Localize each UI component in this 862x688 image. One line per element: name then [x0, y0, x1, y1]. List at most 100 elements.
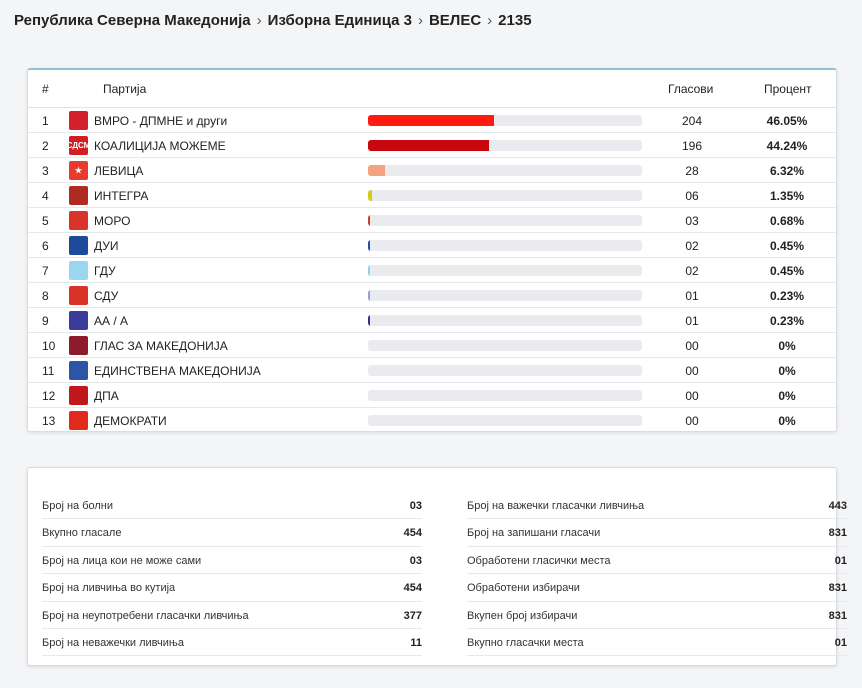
vote-share-bar — [368, 365, 642, 376]
stat-label: Број на неважечки ливчиња — [42, 636, 184, 649]
breadcrumb-municipality[interactable]: ВЕЛЕС — [428, 11, 482, 29]
stat-value: 831 — [828, 527, 847, 540]
vote-share-fill — [368, 140, 490, 151]
table-row[interactable]: 13 ДЕМОКРАТИ 00 0% — [28, 408, 836, 433]
stat-value: 11 — [410, 636, 422, 649]
breadcrumb: Република Северна Македонија › Изборна Е… — [14, 10, 532, 30]
party-name: ИНТЕГРА — [94, 189, 149, 203]
stat-label: Вкупно гласале — [42, 527, 122, 540]
vote-count: 00 — [685, 339, 699, 353]
table-row[interactable]: 5 МОРО 03 0.68% — [28, 208, 836, 233]
party-name: АА / А — [94, 314, 129, 328]
chevron-right-icon: › — [256, 11, 262, 29]
stats-column-right: Број на важечки гласачки ливчиња 443 Број … — [467, 492, 847, 657]
vmro-dpmne-logo-icon — [69, 111, 88, 130]
stat-row: Број на неупотребени гласачки ливчиња 377 — [42, 602, 422, 629]
row-number: 12 — [42, 389, 56, 403]
stat-row: Број на важечки гласачки ливчиња 443 — [467, 492, 847, 520]
header-votes: Гласови — [668, 82, 714, 96]
vote-percent: 0.23% — [769, 314, 805, 328]
row-number: 8 — [42, 289, 49, 303]
table-row[interactable]: 1 ВМРО - ДПМНЕ и други 204 46.05% — [28, 108, 836, 133]
table-row[interactable]: 12 ДПА 00 0% — [28, 383, 836, 408]
stat-row: Број на лица кои не може сами 03 — [42, 547, 422, 575]
vote-percent: 0.45% — [769, 264, 805, 278]
stat-label: Број на неупотребени гласачки ливчиња — [42, 609, 249, 622]
chevron-right-icon: › — [487, 11, 493, 29]
party-name: СДУ — [94, 289, 119, 303]
vote-percent: 44.24% — [766, 139, 808, 153]
stat-value: 454 — [403, 582, 422, 595]
vote-count: 204 — [681, 114, 703, 128]
vote-count: 06 — [685, 189, 699, 203]
table-row[interactable]: 10 ГЛАС ЗА МАКЕДОНИЈА 00 0% — [28, 333, 836, 358]
gdu-circle-icon — [69, 261, 88, 280]
dpa-eagle-icon — [69, 386, 88, 405]
party-name: ДУИ — [94, 239, 119, 253]
stat-label: Обработени гласички места — [467, 554, 611, 567]
vote-share-bar — [368, 415, 642, 426]
stat-value: 831 — [828, 582, 847, 595]
table-row[interactable]: 11 ЕДИНСТВЕНА МАКЕДОНИЈА 00 0% — [28, 358, 836, 383]
demokrati-logo-icon — [69, 411, 88, 430]
party-name: ГЛАС ЗА МАКЕДОНИЈА — [94, 339, 228, 353]
vote-percent: 0.45% — [769, 239, 805, 253]
vote-count: 03 — [685, 214, 699, 228]
breadcrumb-country[interactable]: Република Северна Македонија — [14, 11, 251, 29]
vote-share-bar — [368, 265, 642, 276]
party-name: ЕДИНСТВЕНА МАКЕДОНИЈА — [94, 364, 261, 378]
stat-label: Број на важечки гласачки ливчиња — [467, 500, 645, 512]
vote-share-fill — [368, 115, 495, 126]
sdu-logo-icon — [69, 286, 88, 305]
breadcrumb-station: 2135 — [498, 11, 532, 29]
vote-share-bar — [368, 190, 642, 201]
vote-share-bar — [368, 390, 642, 401]
vote-count: 02 — [685, 264, 699, 278]
row-number: 6 — [42, 239, 49, 253]
stat-row: Број на ливчиња во кутија 454 — [42, 574, 422, 602]
party-name: ДЕМОКРАТИ — [94, 414, 167, 428]
party-name: КОАЛИЦИЈА МОЖЕМЕ — [94, 139, 226, 153]
vote-share-fill — [368, 165, 386, 176]
stat-row: Број на болни 03 — [42, 492, 422, 520]
stats-panel: Број на болни 03 Вкупно гласале 454 Број на … — [27, 467, 847, 666]
stat-value: 01 — [834, 554, 847, 567]
table-row[interactable]: 9 АА / А 01 0.23% — [28, 308, 836, 333]
vote-percent: 1.35% — [769, 189, 805, 203]
vote-count: 01 — [685, 289, 699, 303]
stat-value: 443 — [828, 500, 847, 512]
stat-label: Вкупен број избирачи — [467, 609, 578, 622]
integra-logo-icon — [69, 186, 88, 205]
table-row[interactable]: 2 СДСМ КОАЛИЦИЈА МОЖЕМЕ 196 44.24% — [28, 133, 836, 158]
header-percent: Процент — [764, 82, 812, 96]
vote-percent: 6.32% — [769, 164, 805, 178]
table-row[interactable]: 3 ★ ЛЕВИЦА 28 6.32% — [28, 158, 836, 183]
row-number: 3 — [42, 164, 49, 178]
vote-share-bar — [368, 290, 642, 301]
table-row[interactable]: 6 ДУИ 02 0.45% — [28, 233, 836, 258]
vote-count: 01 — [685, 314, 699, 328]
table-row[interactable]: 4 ИНТЕГРА 06 1.35% — [28, 183, 836, 208]
row-number: 2 — [42, 139, 49, 153]
row-number: 7 — [42, 264, 49, 278]
dui-circle-icon — [69, 236, 88, 255]
vote-percent: 0% — [778, 364, 796, 378]
party-name: ЛЕВИЦА — [94, 164, 144, 178]
party-name: ГДУ — [94, 264, 116, 278]
vote-share-fill — [368, 215, 370, 226]
vote-share-fill — [368, 265, 370, 276]
levica-star-icon: ★ — [69, 161, 88, 180]
table-row[interactable]: 8 СДУ 01 0.23% — [28, 283, 836, 308]
stat-label: Број на запишани гласачи — [467, 527, 601, 540]
stat-label: Број на ливчиња во кутија — [42, 582, 176, 595]
vote-share-fill — [368, 190, 372, 201]
row-number: 5 — [42, 214, 49, 228]
vote-share-fill — [368, 290, 370, 301]
stat-row: Вкупно гласачки места 01 — [467, 629, 847, 657]
vote-count: 00 — [685, 414, 699, 428]
stat-value: 831 — [828, 609, 847, 622]
table-row[interactable]: 7 ГДУ 02 0.45% — [28, 258, 836, 283]
stat-value: 01 — [834, 636, 847, 649]
breadcrumb-unit[interactable]: Изборна Единица 3 — [267, 11, 412, 29]
vote-percent: 46.05% — [766, 114, 808, 128]
